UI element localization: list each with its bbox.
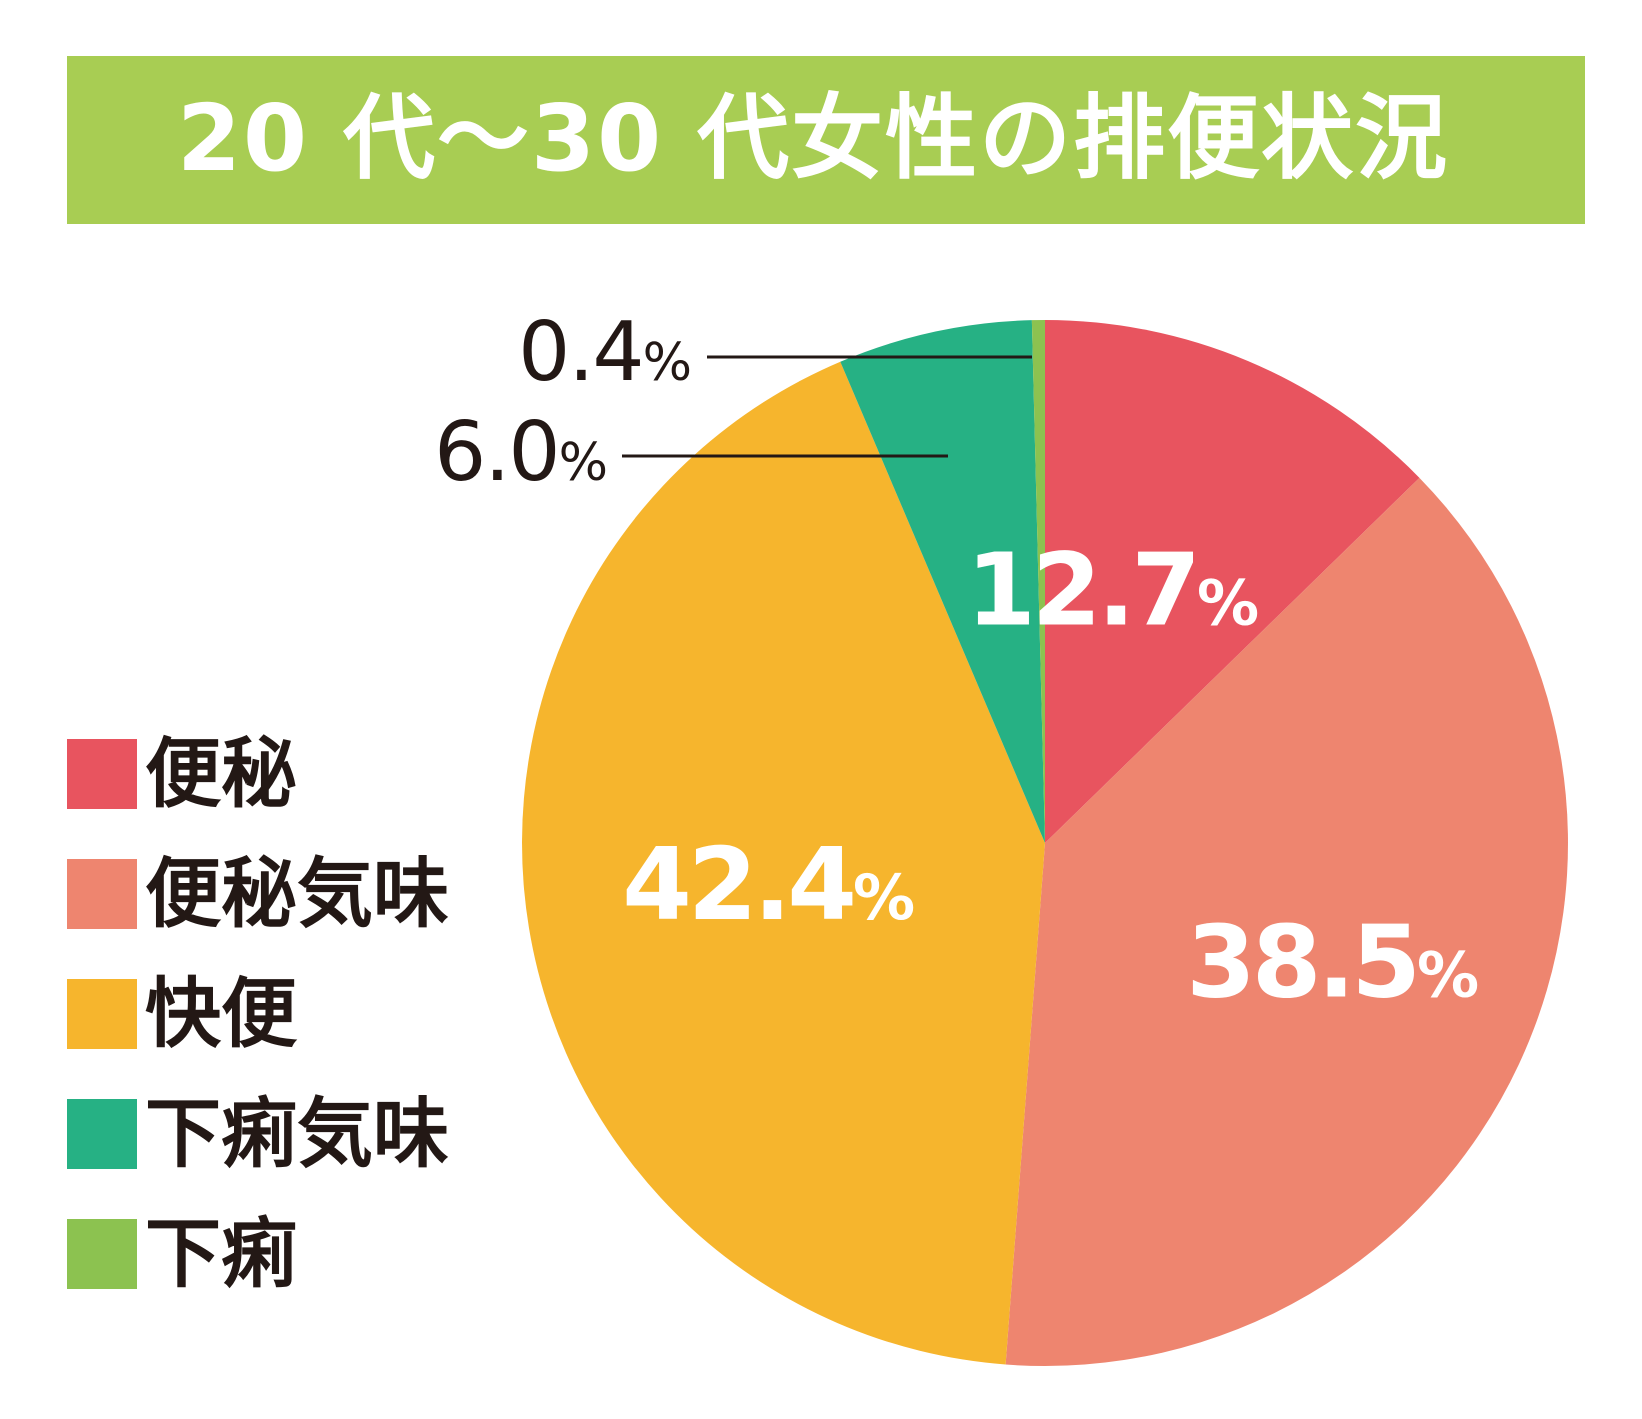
legend-swatch <box>67 1099 137 1169</box>
pie-slice <box>1005 477 1568 1366</box>
slice-value-label: 38.5% <box>1186 904 1478 1021</box>
legend-item: 便秘 <box>67 730 487 856</box>
legend-item: 下痢気味 <box>67 1090 487 1216</box>
pie-slice <box>1045 320 1420 843</box>
legend: 便秘 便秘気味 快便 下痢気味 下痢 <box>67 730 487 1336</box>
legend-swatch <box>67 1219 137 1289</box>
pie-slice <box>522 361 1045 1365</box>
legend-swatch <box>67 979 137 1049</box>
legend-label: 下痢 <box>145 1209 297 1298</box>
legend-swatch <box>67 859 137 929</box>
pie-slice <box>1031 320 1045 843</box>
slice-value-label: 12.7% <box>966 531 1258 648</box>
legend-label: 下痢気味 <box>145 1089 449 1178</box>
legend-label: 快便 <box>145 969 297 1058</box>
legend-item: 下痢 <box>67 1210 487 1336</box>
callout-value-label: 6.0% <box>434 405 606 500</box>
slice-value-label: 42.4% <box>622 826 914 943</box>
chart-title: 20 代〜30 代女性の排便状況 <box>177 85 1450 192</box>
legend-swatch <box>67 739 137 809</box>
title-banner: 20 代〜30 代女性の排便状況 <box>67 56 1585 224</box>
legend-label: 便秘気味 <box>145 849 449 938</box>
legend-item: 快便 <box>67 970 487 1096</box>
callout-value-label: 0.4% <box>518 305 690 400</box>
legend-label: 便秘 <box>145 729 297 818</box>
pie-slice <box>840 320 1045 843</box>
legend-item: 便秘気味 <box>67 850 487 976</box>
